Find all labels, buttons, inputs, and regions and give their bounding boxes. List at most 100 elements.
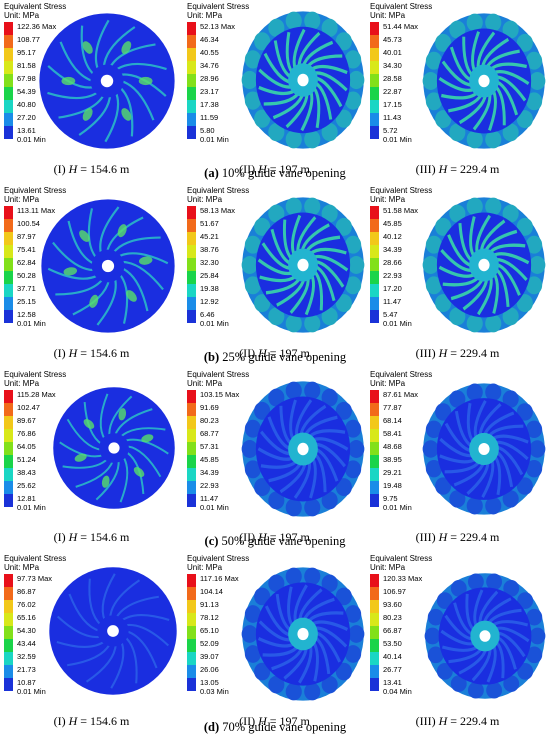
legend-tick: 95.17 [17,48,36,57]
legend-tick: 91.69 [200,403,219,412]
color-scale-bar [187,574,196,691]
color-scale-bar [370,390,379,507]
legend-tick: 17.15 [383,100,402,109]
color-scale-segment [187,35,196,48]
color-scale-segment [187,271,196,284]
legend-max: 87.61 Max [383,390,419,399]
color-scale-segment [370,126,379,139]
panel-d-1: Equivalent Stress Unit: MPa 97.73 Max 86… [0,554,183,728]
color-scale-segment [4,48,13,61]
color-scale-segment [187,442,196,455]
legend-tick: 25.62 [17,481,36,490]
color-scale-segment [370,61,379,74]
color-scale-segment [4,390,13,403]
color-scale-segment [187,390,196,403]
legend-unit: Unit: MPa [187,563,223,572]
color-scale-segment [187,455,196,468]
legend-tick: 93.60 [383,600,402,609]
runner-contour-graphic [241,381,365,517]
color-scale-segment [4,429,13,442]
legend-tick: 80.23 [383,613,402,622]
legend-min: 0.01 Min [17,503,46,512]
panel-caption: (III) H = 229.4 m [415,530,500,544]
panel-d-3: Equivalent Stress Unit: MPa 120.33 Max 1… [366,554,549,728]
stress-legend: Equivalent Stress Unit: MPa 51.44 Max 45… [370,2,454,144]
legend-title: Equivalent Stress [370,370,433,379]
legend-min: 0.01 Min [383,319,412,328]
runner-contour-graphic [241,11,365,149]
color-scale-segment [187,48,196,61]
legend-tick: 45.85 [383,219,402,228]
legend-tick: 51.67 [200,219,219,228]
color-scale-segment [187,587,196,600]
color-scale-bar [187,22,196,139]
runner-contour-graphic [39,13,175,149]
stress-legend: Equivalent Stress Unit: MPa 51.58 Max 45… [370,186,454,328]
legend-unit: Unit: MPa [370,563,406,572]
legend-tick: 87.97 [17,232,36,241]
color-scale-segment [187,245,196,258]
legend-tick: 6.46 [200,310,215,319]
stress-legend: Equivalent Stress Unit: MPa 120.33 Max 1… [370,554,454,696]
legend-min: 0.01 Min [200,503,229,512]
color-scale-segment [4,574,13,587]
legend-tick: 40.55 [200,48,219,57]
legend-min: 0.01 Min [17,687,46,696]
legend-title: Equivalent Stress [187,370,250,379]
legend-tick: 45.85 [200,455,219,464]
legend-tick: 5.80 [200,126,215,135]
legend-tick: 48.68 [383,442,402,451]
color-scale-segment [370,442,379,455]
panel-caption: (I) H = 154.6 m [53,346,130,360]
panel-a-3: Equivalent Stress Unit: MPa 51.44 Max 45… [366,2,549,176]
legend-tick: 22.87 [383,87,402,96]
legend-min: 0.01 Min [200,319,229,328]
legend-unit: Unit: MPa [370,195,406,204]
color-scale-segment [370,626,379,639]
color-scale-bar [4,574,13,691]
legend-tick: 32.30 [200,258,219,267]
color-scale-segment [187,429,196,442]
color-scale-segment [370,665,379,678]
panel-a-1: Equivalent Stress Unit: MPa 122.36 Max 1… [0,2,183,176]
legend-tick: 11.47 [383,297,402,306]
color-scale-segment [187,639,196,652]
legend-tick: 76.86 [17,429,36,438]
color-scale-segment [4,494,13,507]
color-scale-segment [4,126,13,139]
color-scale-segment [187,494,196,507]
color-scale-segment [370,219,379,232]
legend-title: Equivalent Stress [4,370,67,379]
runner-contour-graphic [241,567,365,701]
color-scale-segment [4,678,13,691]
legend-tick: 50.28 [17,271,36,280]
legend-tick: 38.95 [383,455,402,464]
color-scale-segment [187,613,196,626]
color-scale-segment [370,232,379,245]
panel-c-1: Equivalent Stress Unit: MPa 115.28 Max 1… [0,370,183,544]
legend-max: 122.36 Max [17,22,57,31]
legend-title: Equivalent Stress [370,186,433,195]
legend-tick: 28.58 [383,74,402,83]
legend-unit: Unit: MPa [4,195,40,204]
legend-tick: 86.87 [17,587,36,596]
legend-min: 0.01 Min [383,503,412,512]
legend-max: 58.13 Max [200,206,236,215]
legend-unit: Unit: MPa [187,11,223,20]
legend-tick: 19.48 [383,481,402,490]
runner-contour [241,196,365,334]
color-scale-segment [4,113,13,126]
row-caption: (b) 25% guide vane opening [203,350,347,364]
legend-tick: 45.73 [383,35,402,44]
color-scale-bar [370,574,379,691]
color-scale-segment [187,22,196,35]
legend-tick: 26.06 [200,665,219,674]
color-scale-segment [4,442,13,455]
color-scale-bar [4,22,13,139]
color-scale-segment [187,297,196,310]
row-c: Equivalent Stress Unit: MPa 115.28 Max 1… [0,370,550,552]
legend-tick: 51.24 [17,455,36,464]
color-scale-segment [370,74,379,87]
legend-tick: 12.92 [200,297,219,306]
runner-contour [241,566,365,702]
